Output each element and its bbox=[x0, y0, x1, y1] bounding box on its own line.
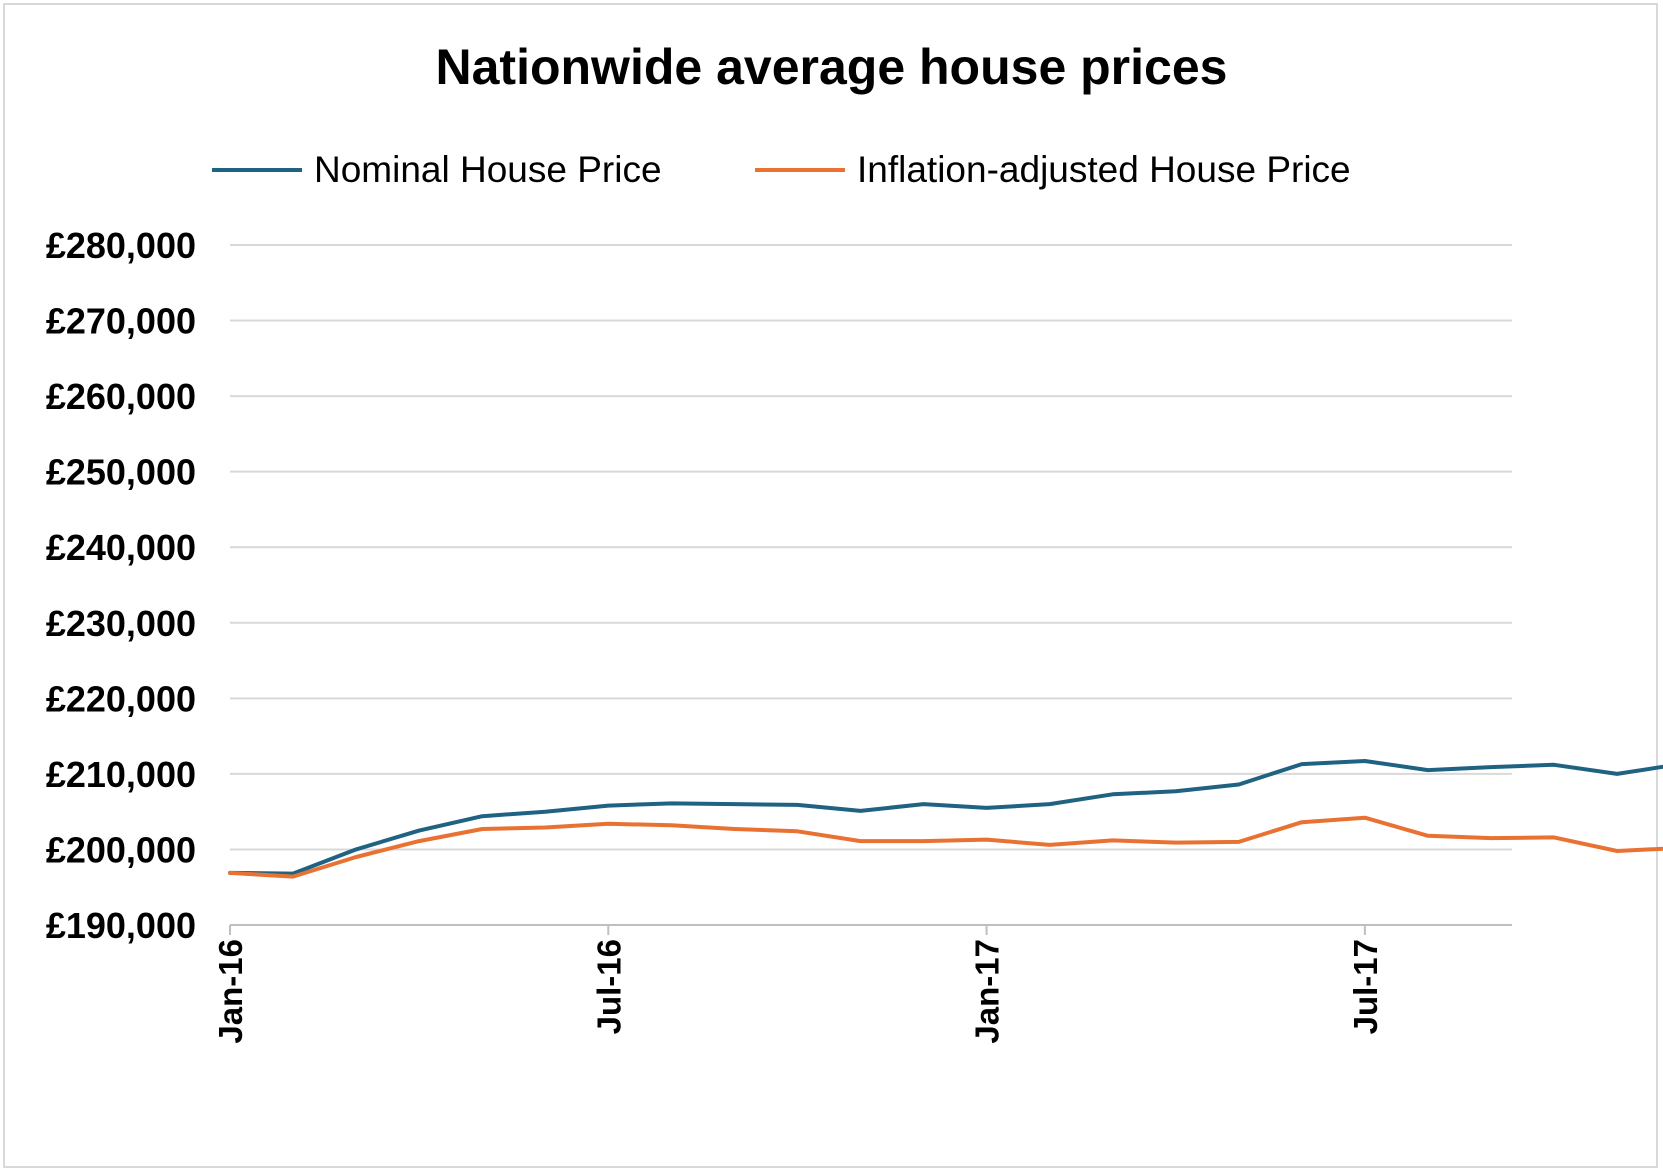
chart-frame bbox=[3, 3, 1658, 1168]
x-tick-label: Jul-16 bbox=[590, 939, 627, 1034]
y-axis-tick-labels: £190,000 £200,000 £210,000 £220,000 £230,000… bbox=[46, 225, 196, 946]
y-tick-label: £260,000 bbox=[46, 376, 196, 417]
y-tick-label: £200,000 bbox=[46, 829, 196, 870]
y-tick-label: £230,000 bbox=[46, 603, 196, 644]
y-tick-label: £270,000 bbox=[46, 301, 196, 342]
gridlines bbox=[230, 244, 1512, 851]
legend-item-nominal: Nominal House Price bbox=[212, 145, 662, 195]
legend: Nominal House Price Inflation-adjusted H… bbox=[0, 145, 1663, 195]
legend-swatch-inflation-adjusted bbox=[755, 168, 845, 172]
x-axis bbox=[229, 924, 1512, 935]
y-tick-label: £220,000 bbox=[46, 678, 196, 719]
legend-item-inflation-adjusted: Inflation-adjusted House Price bbox=[755, 145, 1351, 195]
chart-title: Nationwide average house prices bbox=[435, 39, 1228, 95]
x-tick-label: Jan-17 bbox=[969, 939, 1006, 1044]
x-axis-tick-labels: Jan-16Jul-16Jan-17Jul-17Jan-18Jul-18Jan-… bbox=[212, 939, 1384, 1044]
legend-swatch-nominal bbox=[212, 168, 302, 172]
x-tick-label: Jan-16 bbox=[212, 939, 249, 1044]
series-lines bbox=[228, 759, 1663, 879]
y-tick-label: £250,000 bbox=[46, 452, 196, 493]
series-line-inflation-adjusted bbox=[228, 815, 1663, 879]
y-tick-label: £280,000 bbox=[46, 225, 196, 266]
y-tick-label: £190,000 bbox=[46, 905, 196, 946]
legend-label-nominal: Nominal House Price bbox=[314, 149, 662, 190]
legend-label-inflation-adjusted: Inflation-adjusted House Price bbox=[857, 149, 1351, 190]
y-tick-label: £240,000 bbox=[46, 527, 196, 568]
series-line-nominal bbox=[228, 759, 1663, 876]
x-tick-label: Jul-17 bbox=[1347, 939, 1384, 1034]
y-tick-label: £210,000 bbox=[46, 754, 196, 795]
